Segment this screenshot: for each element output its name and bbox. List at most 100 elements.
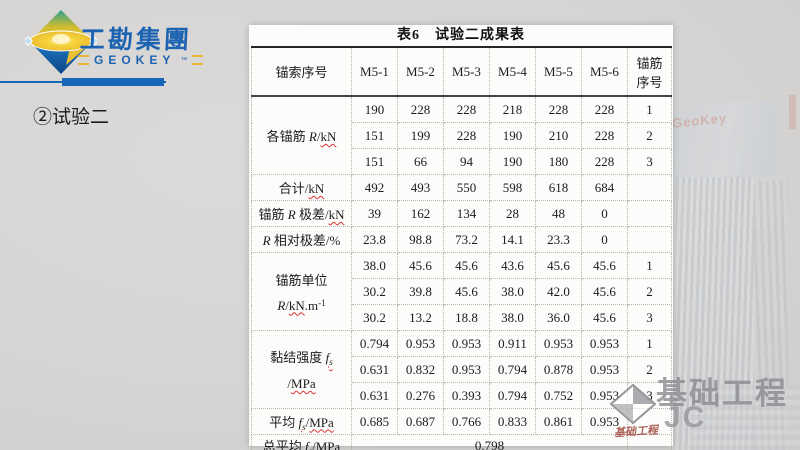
value-cell: 0.953: [581, 330, 628, 357]
value-cell: 38.0: [351, 252, 398, 279]
row-label-bond-line1: 黏结强度 fs: [270, 350, 333, 367]
value-cell: 13.2: [397, 304, 444, 331]
table-row: R 相对极差/% 23.8 98.8 73.2 14.1 23.3 0: [251, 226, 672, 253]
value-cell: 151: [351, 122, 398, 149]
building-tower: [676, 177, 754, 450]
header-row: 锚索序号 M5-1 M5-2 M5-3 M5-4 M5-5 M5-6 锚筋 序号: [251, 46, 672, 97]
value-cell: 0.276: [397, 382, 444, 409]
value-cell: 0.687: [397, 408, 444, 435]
table-row-total: 总平均 fs/MPa 0.798: [251, 434, 672, 450]
value-cell: 48: [535, 200, 582, 227]
value-cell: 30.2: [351, 278, 398, 305]
value-cell: 0: [581, 200, 628, 227]
value-cell: 228: [581, 122, 628, 149]
table-row: 151 66 94 190 180 228 3: [252, 148, 672, 175]
diamond-logo-icon: [25, 10, 97, 74]
value-cell: 190: [489, 122, 536, 149]
value-cell: 0.631: [351, 356, 398, 383]
col-header-anchor: 锚索序号: [251, 46, 352, 97]
results-table: 锚索序号 M5-1 M5-2 M5-3 M5-4 M5-5 M5-6 锚筋 序号…: [251, 46, 672, 450]
logo-left-mark: [78, 55, 89, 65]
building-top-block: [664, 98, 776, 186]
value-cell: 0.794: [351, 330, 398, 357]
seq-cell: 2: [627, 356, 672, 383]
value-cell: 0.833: [489, 408, 536, 435]
value-cell: 210: [535, 122, 582, 149]
value-cell: 23.8: [351, 226, 398, 253]
seq-cell: 3: [627, 382, 672, 409]
table-row: 各锚筋 R/kN 190 228 228 218 228 228 1: [251, 95, 672, 175]
value-cell: 228: [535, 95, 582, 123]
row-label-bond-line2: /MPa: [287, 376, 316, 391]
table-row: 30.2 39.8 45.6 38.0 42.0 45.6 2: [252, 278, 672, 305]
col-header-bar-line1: 锚筋: [636, 55, 663, 71]
col-header-bar-seq: 锚筋 序号: [627, 46, 672, 97]
value-cell: 0.953: [535, 330, 582, 357]
value-cell: 45.6: [581, 278, 628, 305]
company-name-en-row: GEOKEY ™: [78, 53, 204, 67]
value-cell: 0.953: [397, 330, 444, 357]
value-cell: 45.6: [443, 278, 490, 305]
value-cell: 66: [397, 148, 444, 175]
value-cell: 180: [535, 148, 582, 175]
seq-cell: [627, 434, 672, 450]
value-cell: 18.8: [443, 304, 490, 331]
seq-cell: [627, 174, 672, 201]
table-row: 30.2 13.2 18.8 38.0 36.0 45.6 3: [252, 304, 672, 331]
seq-cell: 2: [627, 122, 672, 149]
row-label-bond: 黏结强度 fs /MPa: [251, 330, 352, 409]
row-label-range: 锚筋 R 极差/kN: [251, 200, 352, 227]
value-cell: 0.752: [535, 382, 582, 409]
building-tower-side: [754, 181, 788, 450]
value-cell: 45.6: [581, 304, 628, 331]
col-header-m5-1: M5-1: [351, 46, 398, 97]
section-label: ②试验二: [33, 107, 110, 128]
value-cell: 45.6: [535, 252, 582, 279]
seq-cell: 3: [627, 148, 672, 175]
row-label-sum: 合计/kN: [251, 174, 352, 201]
row-label-unit: 锚筋单位 R/kN.m-1: [251, 252, 352, 331]
table-row: 黏结强度 fs /MPa 0.794 0.953 0.953 0.911 0.9…: [251, 330, 672, 409]
value-cell: 493: [397, 174, 444, 201]
value-cell: 0.861: [535, 408, 582, 435]
value-cell: 0: [581, 226, 628, 253]
value-cell: 228: [443, 122, 490, 149]
seq-cell: 1: [627, 330, 672, 357]
value-cell: 73.2: [443, 226, 490, 253]
value-cell: 39.8: [397, 278, 444, 305]
value-cell: 38.0: [489, 278, 536, 305]
watermark-big-text: 基础工程: [656, 376, 788, 411]
value-cell: 36.0: [535, 304, 582, 331]
divider-thick: [62, 78, 164, 86]
value-cell: 0.953: [443, 330, 490, 357]
row-label-per-bar: 各锚筋 R/kN: [251, 95, 352, 175]
value-cell: 45.6: [443, 252, 490, 279]
value-cell: 14.1: [489, 226, 536, 253]
col-header-m5-6: M5-6: [581, 46, 628, 97]
value-cell: 0.953: [443, 356, 490, 383]
seq-cell: 2: [627, 278, 672, 305]
row-label-rel-range: R 相对极差/%: [251, 226, 352, 253]
col-header-bar-line2: 序号: [636, 74, 663, 90]
value-cell: 0.953: [581, 356, 628, 383]
seq-cell: [627, 408, 672, 435]
total-avg-value-cell: 0.798: [351, 434, 628, 450]
seq-cell: 1: [627, 95, 672, 123]
value-cell: 42.0: [535, 278, 582, 305]
seq-cell: [627, 200, 672, 227]
value-cell: 228: [397, 95, 444, 123]
value-cell: 190: [489, 148, 536, 175]
table-row: 合计/kN 492 493 550 598 618 684: [251, 174, 672, 201]
seq-cell: [627, 226, 672, 253]
table-row: 锚筋单位 R/kN.m-1 38.0 45.6 45.6 43.6 45.6 4…: [251, 252, 672, 331]
table-row: 锚筋 R 极差/kN 39 162 134 28 48 0: [251, 200, 672, 227]
value-cell: 28: [489, 200, 536, 227]
value-cell: 0.953: [581, 408, 628, 435]
value-cell: 0.953: [581, 382, 628, 409]
value-cell: 0.631: [351, 382, 398, 409]
logo-right-mark: [192, 55, 204, 65]
value-cell: 23.3: [535, 226, 582, 253]
value-cell: 199: [397, 122, 444, 149]
col-header-m5-3: M5-3: [443, 46, 490, 97]
